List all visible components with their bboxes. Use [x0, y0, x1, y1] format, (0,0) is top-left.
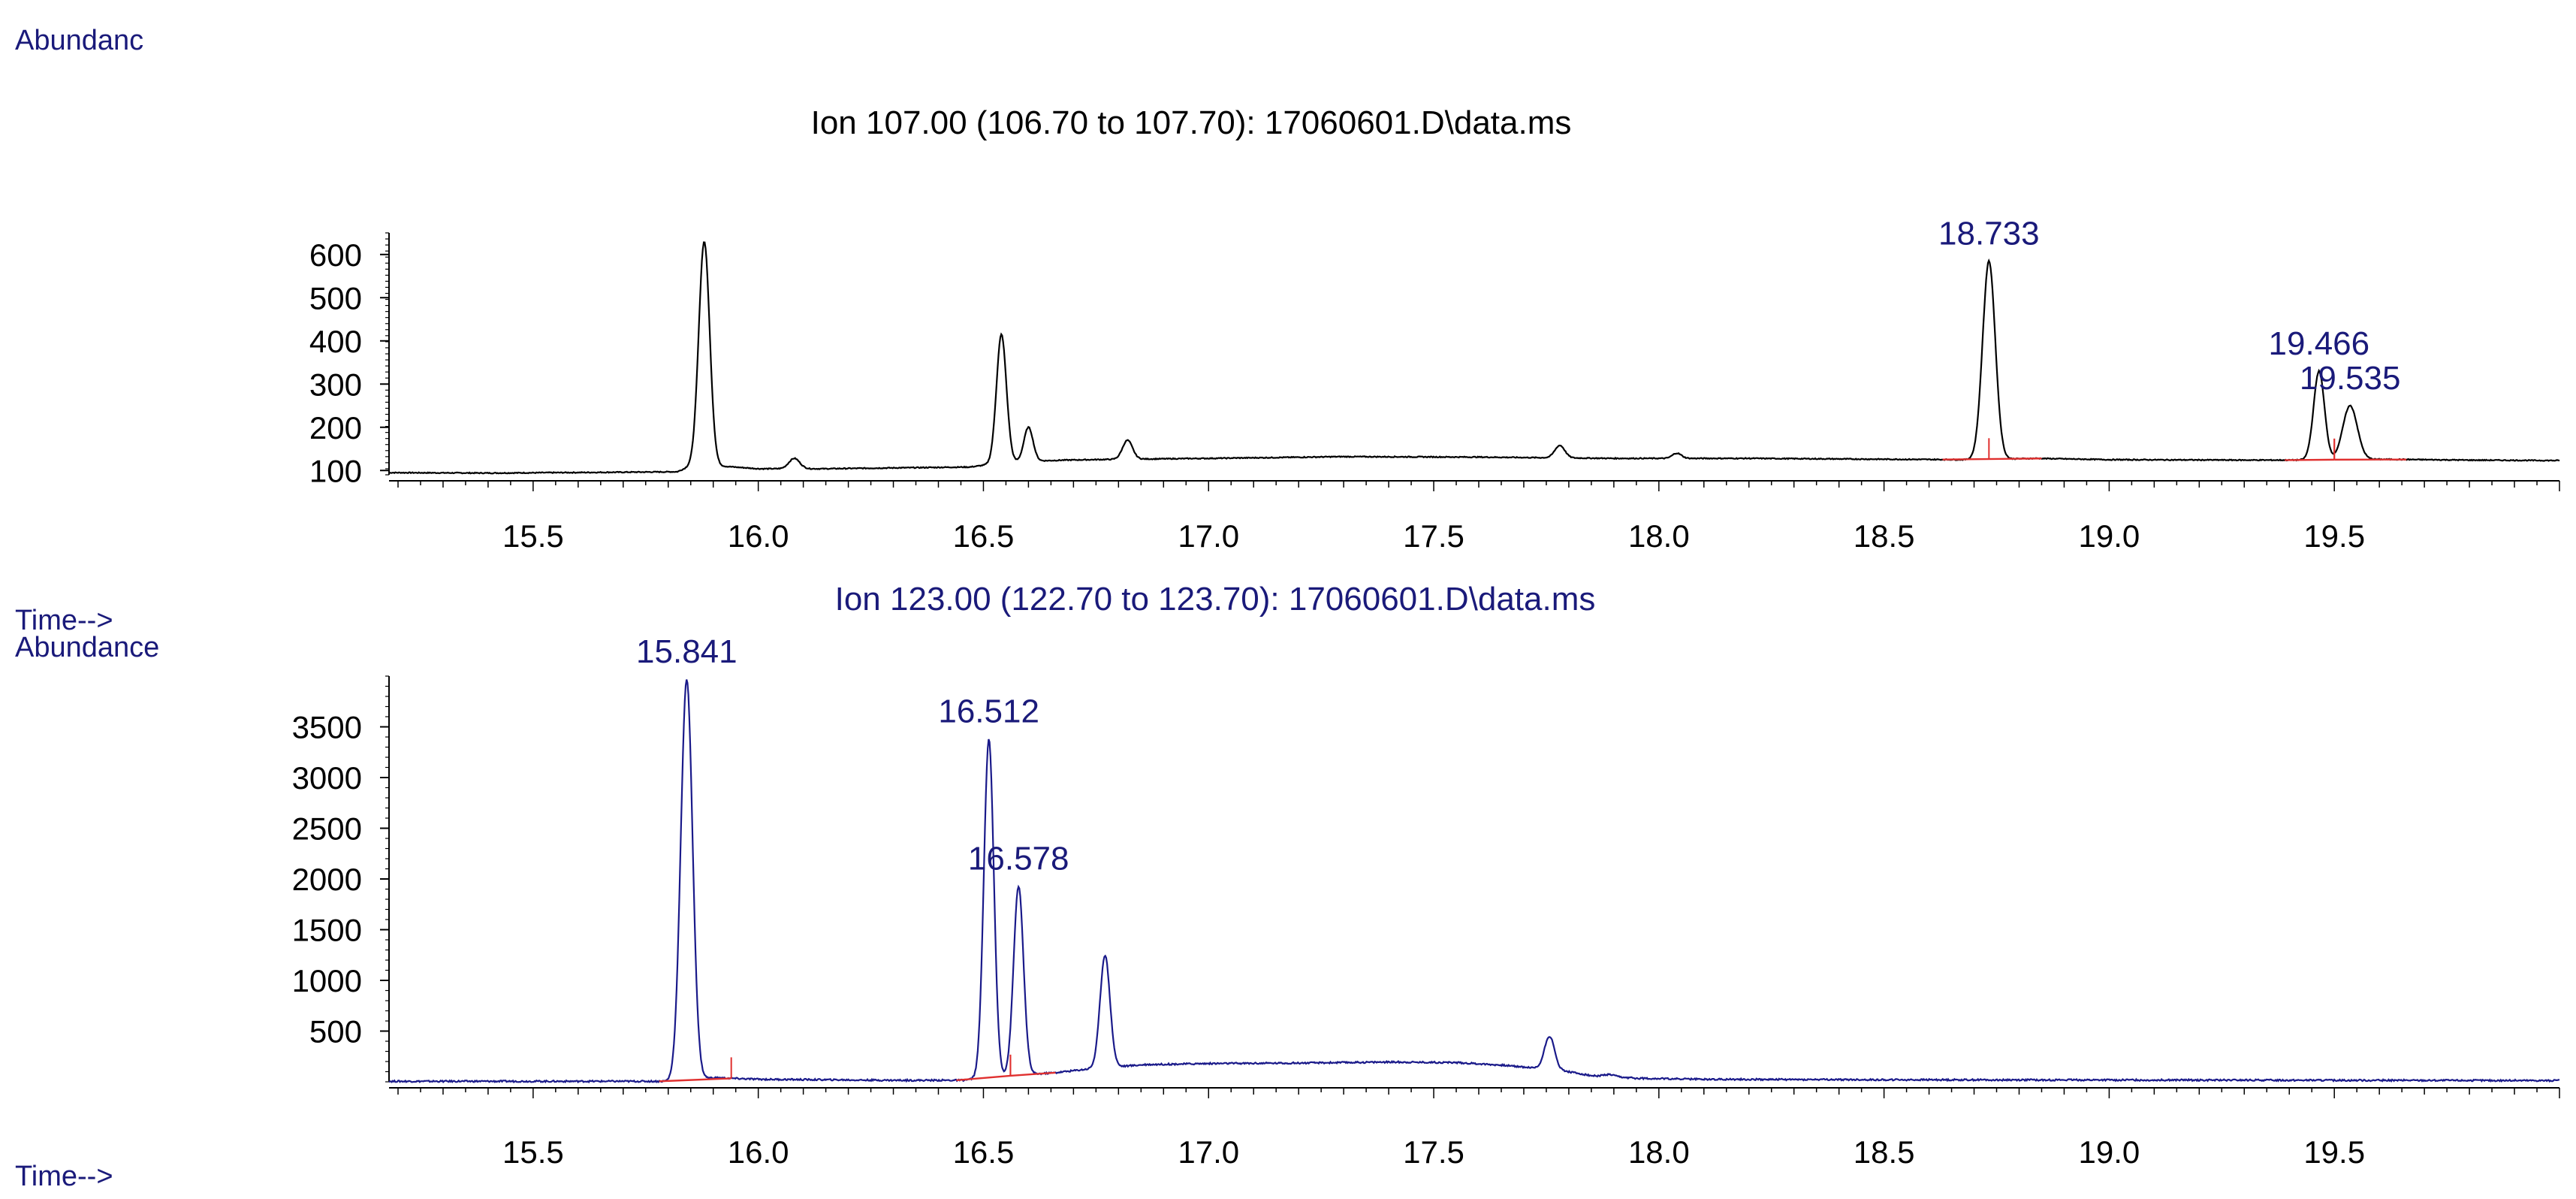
bottom-y-tick-label: 2500: [292, 811, 362, 847]
top-x-tick-label: 16.0: [728, 518, 789, 554]
top-y-tick-label: 300: [309, 367, 362, 402]
top-y-tick-label: 500: [309, 280, 362, 316]
top-x-tick-label: 18.0: [1628, 518, 1690, 554]
bottom-trace-layer: 15.841 16.512 16.578: [388, 633, 2560, 1084]
top-x-tick-label: 17.5: [1403, 518, 1464, 554]
bottom-x-tick-label: 15.5: [502, 1134, 564, 1170]
bottom-x-tick-label: 18.5: [1854, 1134, 1915, 1170]
top-peak-label: 19.535: [2300, 360, 2401, 397]
top-peak-label: 18.733: [1938, 215, 2040, 252]
ion-123-chromatogram: Time--> Abundance Ion 123.00 (122.70 to …: [15, 581, 2560, 1192]
top-x-tick-label: 19.0: [2079, 518, 2140, 554]
bottom-x-tick-label: 17.5: [1403, 1134, 1464, 1170]
bottom-y-tick-label: 1000: [292, 963, 362, 998]
bottom-peak-label: 16.578: [968, 840, 1069, 877]
bottom-peak-label: 16.512: [938, 693, 1039, 730]
ion-107-chromatogram: Abundanc Ion 107.00 (106.70 to 107.70): …: [15, 25, 2560, 554]
top-x-tick-label: 17.0: [1178, 518, 1239, 554]
bottom-y-tick-label: 3000: [292, 760, 362, 796]
bottom-x-tick-label: 16.5: [953, 1134, 1015, 1170]
top-y-axis-label: Abundanc: [15, 25, 143, 56]
top-x-tick-label: 18.5: [1854, 518, 1915, 554]
top-y-tick-label: 400: [309, 324, 362, 359]
bottom-x-tick-label: 19.0: [2079, 1134, 2140, 1170]
top-y-tick-label: 600: [309, 237, 362, 273]
top-axes: 15.5 16.0 16.5 17.0 17.5 18.0 18.5 19.0 19.5 100 2…: [309, 232, 2560, 554]
bottom-y-tick-label: 2000: [292, 862, 362, 897]
bottom-integration-baseline: [956, 1074, 1011, 1082]
top-peak-label: 19.466: [2269, 325, 2370, 362]
top-x-tick-label: 15.5: [502, 518, 564, 554]
top-x-tick-label: 19.5: [2303, 518, 2365, 554]
top-integration-baseline: [2285, 458, 2335, 461]
top-y-tick-label: 200: [309, 410, 362, 445]
bottom-y-tick-label: 3500: [292, 710, 362, 745]
bottom-x-axis-label: Time-->: [15, 1161, 113, 1192]
bottom-x-tick-label: 16.0: [728, 1134, 789, 1170]
bottom-peak-label: 15.841: [636, 633, 738, 670]
top-y-tick-label: 100: [309, 453, 362, 488]
bottom-y-axis-label: Abundance: [15, 632, 159, 663]
bottom-integration-baseline: [659, 1077, 731, 1083]
top-ion-trace: [389, 241, 2560, 475]
top-chart-title: Ion 107.00 (106.70 to 107.70): 17060601.…: [811, 104, 1572, 141]
bottom-x-tick-label: 18.0: [1628, 1134, 1690, 1170]
bottom-axes: 15.5 16.0 16.5 17.0 17.5 18.0 18.5 19.0 19.5 500 1…: [292, 675, 2560, 1170]
bottom-y-tick-label: 1500: [292, 913, 362, 948]
bottom-chart-title: Ion 123.00 (122.70 to 123.70): 17060601.…: [835, 581, 1596, 618]
top-x-axis-label: Time-->: [15, 605, 113, 636]
bottom-ion-trace: [388, 679, 2560, 1084]
bottom-x-tick-label: 19.5: [2303, 1134, 2365, 1170]
top-integration-baseline: [1942, 458, 2042, 461]
bottom-y-tick-label: 500: [309, 1014, 362, 1050]
top-x-tick-label: 16.5: [953, 518, 1015, 554]
bottom-x-tick-label: 17.0: [1178, 1134, 1239, 1170]
bottom-integration-baseline: [1010, 1071, 1056, 1077]
